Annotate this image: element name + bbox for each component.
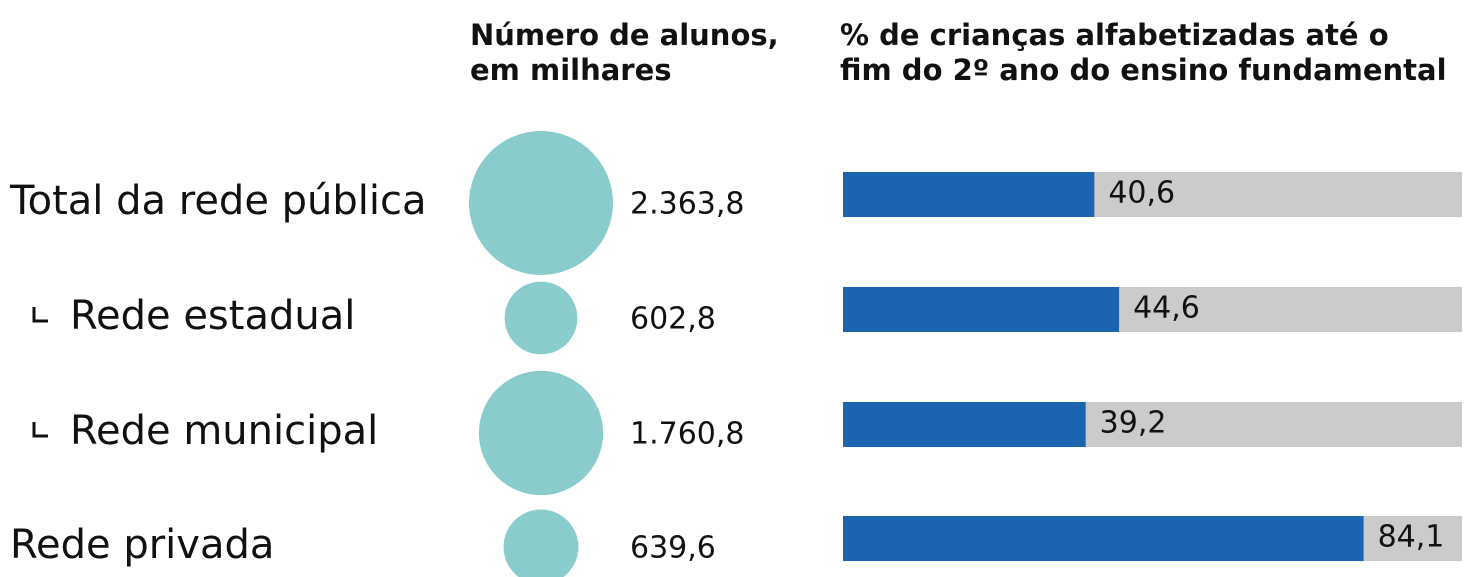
bar	[843, 402, 1086, 447]
chart-title: em milhares	[470, 53, 672, 87]
value-label: 44,6	[1133, 291, 1200, 326]
value-label: 84,1	[1378, 520, 1445, 555]
bubble	[504, 281, 578, 355]
bar	[843, 287, 1120, 332]
bubble	[478, 370, 604, 496]
value-label: 2.363,8	[630, 187, 745, 222]
value-label: 39,2	[1100, 406, 1167, 441]
bubble	[503, 509, 579, 577]
chart-title: Número de alunos,	[470, 18, 779, 52]
bar	[843, 172, 1095, 217]
value-label: 40,6	[1108, 176, 1175, 211]
category-label: Rede municipal	[70, 408, 378, 454]
indent-glyph	[32, 307, 48, 323]
value-label: 602,8	[630, 302, 716, 337]
chart-title: % de crianças alfabetizadas até o	[840, 18, 1389, 52]
bubble	[469, 131, 613, 275]
category-label: Rede estadual	[70, 293, 355, 339]
value-label: 1.760,8	[630, 417, 745, 452]
indent-glyph	[32, 422, 48, 438]
value-label: 639,6	[630, 531, 716, 566]
bar	[843, 516, 1364, 561]
category-label: Total da rede pública	[9, 178, 427, 224]
chart-title: fim do 2º ano do ensino fundamental	[840, 53, 1447, 87]
category-label: Rede privada	[10, 522, 274, 568]
